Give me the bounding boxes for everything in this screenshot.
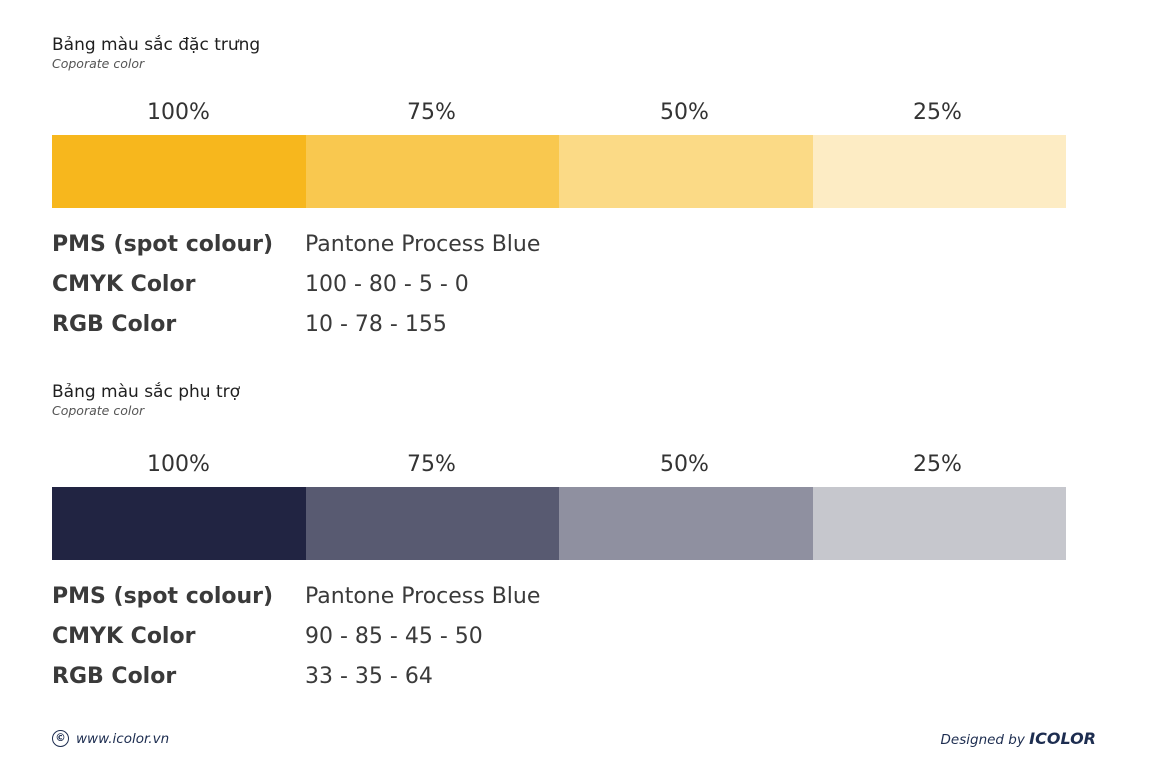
spec-value: 100 - 80 - 5 - 0 [305,272,469,297]
primary-pct-50: 50% [660,100,709,125]
primary-pct-100: 100% [147,100,210,125]
primary-swatch-50 [559,135,813,208]
spec-label: CMYK Color [52,624,196,649]
primary-swatch-100 [52,135,306,208]
secondary-spec-pms: PMS (spot colour) Pantone Process Blue [52,583,1066,623]
secondary-palette-section: Bảng màu sắc phụ trợ Coporate color 100%… [52,381,1066,689]
primary-spec-rgb: RGB Color 10 - 78 - 155 [52,311,1066,351]
spec-label: PMS (spot colour) [52,584,274,609]
secondary-pct-50: 50% [660,452,709,477]
secondary-spec-rgb: RGB Color 33 - 35 - 64 [52,663,1066,703]
secondary-swatch-100 [52,487,306,560]
spec-value: 33 - 35 - 64 [305,664,433,689]
secondary-pct-100: 100% [147,452,210,477]
spec-value: 10 - 78 - 155 [305,312,447,337]
brand-logo-text: ICOLOR [1029,729,1096,748]
secondary-swatch-strip [52,487,1066,560]
secondary-pct-25: 25% [913,452,962,477]
primary-spec-pms: PMS (spot colour) Pantone Process Blue [52,231,1066,271]
spec-value: Pantone Process Blue [305,232,541,257]
designed-by-label: Designed by [940,732,1025,748]
primary-swatch-75 [305,135,559,208]
spec-label: RGB Color [52,664,177,689]
primary-pct-25: 25% [913,100,962,125]
secondary-percentage-row: 100% 75% 50% 25% [52,452,1066,482]
secondary-spec-list: PMS (spot colour) Pantone Process Blue C… [52,583,1066,703]
secondary-swatch-50 [559,487,813,560]
spec-label: RGB Color [52,312,177,337]
secondary-pct-75: 75% [407,452,456,477]
website-link[interactable]: www.icolor.vn [76,730,170,747]
footer-credit: Designed by ICOLOR [941,729,1096,748]
primary-pct-75: 75% [407,100,456,125]
primary-palette-section: Bảng màu sắc đặc trưng Coporate color 10… [52,34,1066,337]
secondary-palette-subtitle: Coporate color [52,403,145,418]
spec-label: PMS (spot colour) [52,232,274,257]
primary-palette-subtitle: Coporate color [52,56,145,71]
primary-swatch-25 [812,135,1066,208]
secondary-spec-cmyk: CMYK Color 90 - 85 - 45 - 50 [52,623,1066,663]
primary-spec-list: PMS (spot colour) Pantone Process Blue C… [52,231,1066,351]
secondary-swatch-25 [812,487,1066,560]
copyright-icon: © [52,730,69,747]
primary-palette-title: Bảng màu sắc đặc trưng [52,35,261,55]
footer-website: © www.icolor.vn [52,730,169,747]
secondary-swatch-75 [305,487,559,560]
spec-value: 90 - 85 - 45 - 50 [305,624,483,649]
spec-value: Pantone Process Blue [305,584,541,609]
spec-label: CMYK Color [52,272,196,297]
primary-percentage-row: 100% 75% 50% 25% [52,100,1066,130]
secondary-palette-title: Bảng màu sắc phụ trợ [52,382,241,402]
primary-swatch-strip [52,135,1066,208]
primary-spec-cmyk: CMYK Color 100 - 80 - 5 - 0 [52,271,1066,311]
